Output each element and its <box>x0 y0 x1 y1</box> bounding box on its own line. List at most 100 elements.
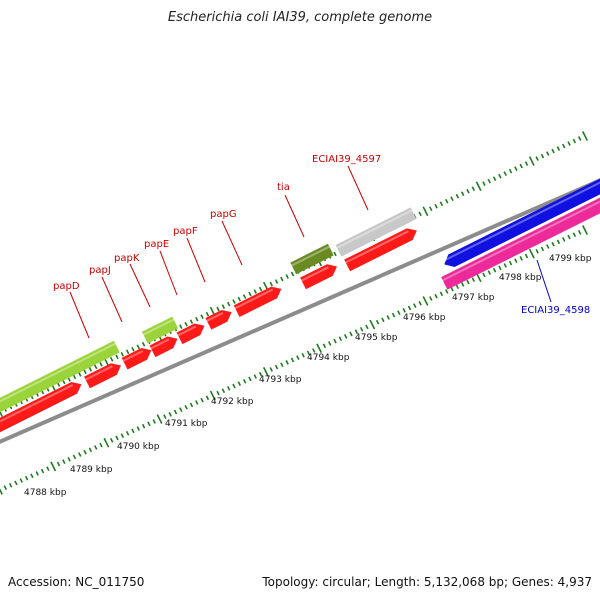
outer-minor-tick <box>503 171 507 176</box>
leader-ECIAI39_4598 <box>536 259 552 303</box>
scale-label-kbp-4794: 4794 kbp <box>307 353 350 363</box>
inner-minor-tick <box>354 329 359 334</box>
inner-minor-tick <box>83 449 87 455</box>
cds-papC <box>121 348 152 370</box>
inner-major-tick <box>50 461 57 472</box>
cds-papE <box>233 286 282 317</box>
outer-minor-tick <box>269 281 273 287</box>
gene-label-ECIAI39_4597: ECIAI39_4597 <box>312 154 381 165</box>
inner-minor-tick <box>551 241 555 247</box>
inner-minor-tick <box>147 421 151 427</box>
inner-minor-tick <box>429 296 433 301</box>
inner-minor-tick <box>237 381 242 386</box>
cds-papK-shine <box>206 311 224 322</box>
inner-minor-tick <box>184 404 188 410</box>
outer-minor-tick <box>83 369 87 375</box>
inner-minor-tick <box>524 253 529 259</box>
outer-minor-tick <box>492 176 497 181</box>
inner-minor-tick <box>290 357 295 363</box>
inner-minor-tick <box>487 270 491 275</box>
cds-green-1 <box>0 359 83 413</box>
inner-minor-tick <box>519 256 523 261</box>
cds-papF-shine <box>301 266 329 282</box>
gene-label-papF: papF <box>173 226 198 237</box>
inner-minor-tick <box>189 402 194 408</box>
scale-label-kbp-4793: 4793 kbp <box>259 375 302 385</box>
inner-major-tick <box>422 296 429 306</box>
outer-minor-tick <box>115 354 119 360</box>
outer-minor-tick <box>136 344 140 350</box>
outer-minor-tick <box>232 299 236 304</box>
inner-minor-tick <box>498 265 502 271</box>
inner-minor-tick <box>173 409 178 415</box>
inner-minor-tick <box>221 388 226 394</box>
gene-label-papD: papD <box>53 281 80 292</box>
leader-papE <box>159 250 178 296</box>
outer-major-tick <box>0 410 3 417</box>
inner-minor-tick <box>248 376 252 382</box>
outer-minor-tick <box>78 372 82 377</box>
outer-minor-tick <box>274 279 279 284</box>
inner-minor-tick <box>62 459 66 464</box>
leader-papJ <box>101 276 123 323</box>
outer-minor-tick <box>131 346 135 352</box>
outer-minor-tick <box>205 311 210 317</box>
cds-green-2-shine <box>77 342 116 364</box>
inner-minor-tick <box>562 237 566 242</box>
outer-minor-tick <box>439 201 444 207</box>
outer-minor-tick <box>487 178 491 184</box>
inner-minor-tick <box>492 267 497 273</box>
outer-minor-tick <box>562 143 566 149</box>
outer-minor-tick <box>237 296 242 302</box>
inner-minor-tick <box>503 263 507 268</box>
label-layer: 4788 kbp 4789 kbp 4790 kbp 4791 kbp 4792 kbp… <box>24 154 592 498</box>
inner-minor-tick <box>397 310 401 316</box>
inner-minor-tick <box>349 331 353 337</box>
outer-minor-tick <box>72 374 77 380</box>
inner-minor-tick <box>274 364 279 370</box>
inner-minor-tick <box>120 433 125 438</box>
inner-minor-tick <box>407 305 412 311</box>
inner-minor-tick <box>434 293 438 299</box>
inner-minor-tick <box>381 317 385 323</box>
cds-papD-shine <box>150 338 170 350</box>
backbone <box>0 178 600 444</box>
scale-label-kbp-4798: 4798 kbp <box>499 273 542 283</box>
inner-minor-tick <box>445 289 449 294</box>
inner-minor-tick <box>482 272 486 278</box>
inner-minor-tick <box>136 426 140 431</box>
outer-minor-tick <box>466 188 470 194</box>
outer-minor-tick <box>535 156 539 161</box>
inner-minor-tick <box>450 286 454 292</box>
cds-green-3-shine <box>142 318 175 336</box>
outer-minor-tick <box>546 151 550 156</box>
outer-minor-tick <box>434 203 438 209</box>
outer-minor-tick <box>540 153 545 159</box>
cds-papD <box>149 336 178 358</box>
inner-minor-tick <box>258 371 263 377</box>
inner-minor-tick <box>72 454 77 460</box>
cds-ECIAI39-4597-shine <box>336 209 413 249</box>
outer-minor-tick <box>445 198 449 204</box>
inner-minor-tick <box>67 456 71 462</box>
scale-label-kbp-4797: 4797 kbp <box>452 293 495 303</box>
outer-minor-tick <box>285 274 289 279</box>
scale-label-kbp-4796: 4796 kbp <box>403 313 446 323</box>
inner-minor-tick <box>460 282 465 287</box>
inner-minor-tick <box>418 300 422 306</box>
outer-minor-tick <box>514 166 518 171</box>
inner-minor-tick <box>179 407 183 412</box>
inner-minor-tick <box>131 428 135 434</box>
inner-minor-tick <box>375 319 380 325</box>
cds-green-3 <box>141 316 179 344</box>
inner-minor-tick <box>163 414 167 420</box>
outer-minor-tick <box>482 181 486 186</box>
cds-papE-shine <box>234 288 274 310</box>
inner-minor-tick <box>296 355 300 360</box>
outer-minor-tick <box>88 367 93 372</box>
inner-minor-tick <box>413 303 417 308</box>
inner-minor-tick <box>24 475 29 481</box>
gene-label-ECIAI39_4598: ECIAI39_4598 <box>521 305 590 316</box>
outer-major-tick <box>422 206 429 217</box>
cds-papG-shine <box>345 230 409 264</box>
